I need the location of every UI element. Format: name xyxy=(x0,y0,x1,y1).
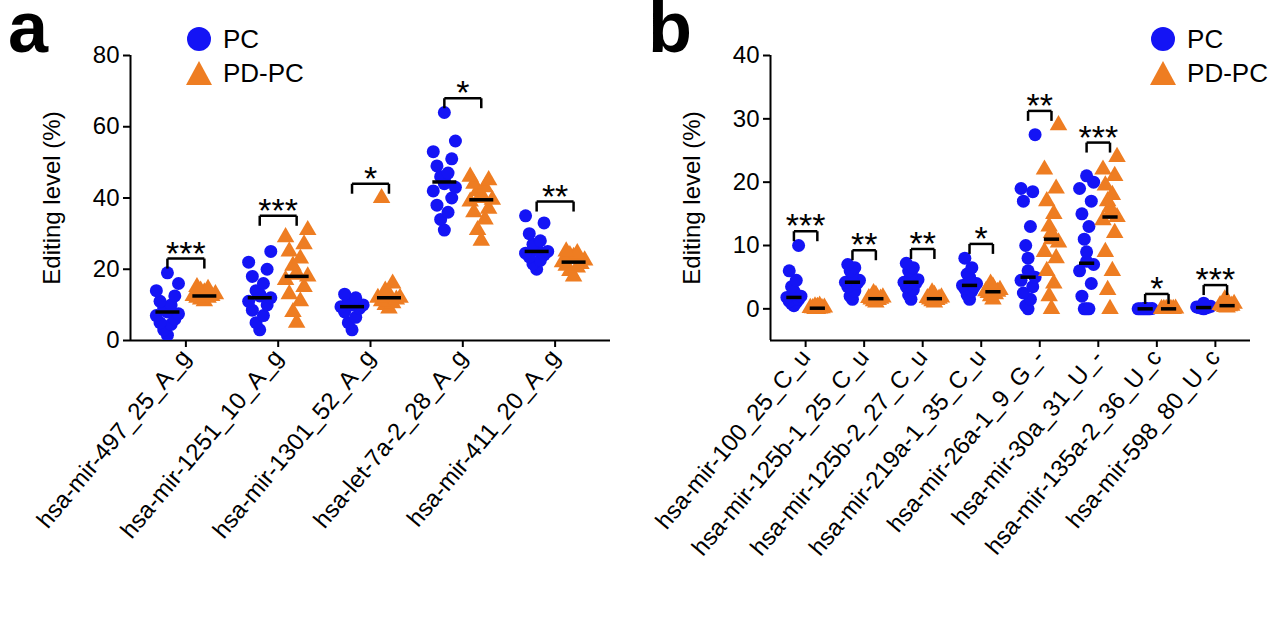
svg-text:hsa-let-7a-2_28_A_g: hsa-let-7a-2_28_A_g xyxy=(308,344,473,533)
svg-text:hsa-mir-125b-1_25_C_u: hsa-mir-125b-1_25_C_u xyxy=(686,343,874,561)
svg-text:**: ** xyxy=(542,177,568,215)
svg-text:***: *** xyxy=(786,206,826,244)
svg-text:20: 20 xyxy=(93,255,120,282)
svg-text:hsa-mir-219a-1_35_C_u: hsa-mir-219a-1_35_C_u xyxy=(803,343,991,561)
svg-text:***: *** xyxy=(1196,260,1236,298)
svg-text:*: * xyxy=(1150,269,1163,307)
svg-text:hsa-mir-135a-2_36_U_c: hsa-mir-135a-2_36_U_c xyxy=(979,343,1167,560)
svg-text:60: 60 xyxy=(93,112,120,139)
html-text:PC: PC xyxy=(223,24,260,54)
svg-text:10: 10 xyxy=(733,231,760,258)
svg-text:hsa-mir-125b-2_27_C_u: hsa-mir-125b-2_27_C_u xyxy=(744,343,933,561)
svg-text:***: *** xyxy=(1078,118,1118,156)
html-text:PD-PC: PD-PC xyxy=(223,58,304,88)
svg-text:40: 40 xyxy=(93,184,120,211)
svg-text:0: 0 xyxy=(746,295,759,322)
svg-text:hsa-mir-598_80_U_c: hsa-mir-598_80_U_c xyxy=(1060,344,1225,533)
svg-text:hsa-mir-100_25_C_u: hsa-mir-100_25_C_u xyxy=(649,343,816,534)
svg-text:Editing level (%): Editing level (%) xyxy=(678,111,705,284)
svg-text:***: *** xyxy=(166,234,206,272)
svg-text:40: 40 xyxy=(733,41,760,68)
svg-text:30: 30 xyxy=(733,105,760,132)
svg-text:*: * xyxy=(975,219,988,257)
svg-text:Editing level (%): Editing level (%) xyxy=(38,111,65,284)
svg-text:hsa-mir-30a_31_U_-: hsa-mir-30a_31_U_- xyxy=(945,343,1108,530)
html-text:PC: PC xyxy=(1187,24,1224,54)
svg-text:80: 80 xyxy=(93,41,120,68)
svg-text:20: 20 xyxy=(733,168,760,195)
svg-text:*: * xyxy=(364,159,377,197)
svg-text:**: ** xyxy=(1027,86,1053,124)
svg-text:***: *** xyxy=(258,191,298,229)
svg-text:hsa-mir-1301_52_A_g: hsa-mir-1301_52_A_g xyxy=(207,344,380,543)
svg-text:**: ** xyxy=(909,224,935,262)
svg-text:hsa-mir-411_20_A_g: hsa-mir-411_20_A_g xyxy=(401,344,565,532)
svg-text:hsa-mir-1251_10_A_g: hsa-mir-1251_10_A_g xyxy=(115,344,288,543)
svg-text:*: * xyxy=(456,73,469,111)
svg-text:**: ** xyxy=(851,225,877,263)
svg-text:0: 0 xyxy=(106,326,119,353)
html-text:PD-PC: PD-PC xyxy=(1187,58,1268,88)
svg-text:hsa-mir-26a-1_9_G_-: hsa-mir-26a-1_9_G_- xyxy=(881,343,1050,537)
svg-text:hsa-mir-497_25_A_g: hsa-mir-497_25_A_g xyxy=(31,344,196,533)
